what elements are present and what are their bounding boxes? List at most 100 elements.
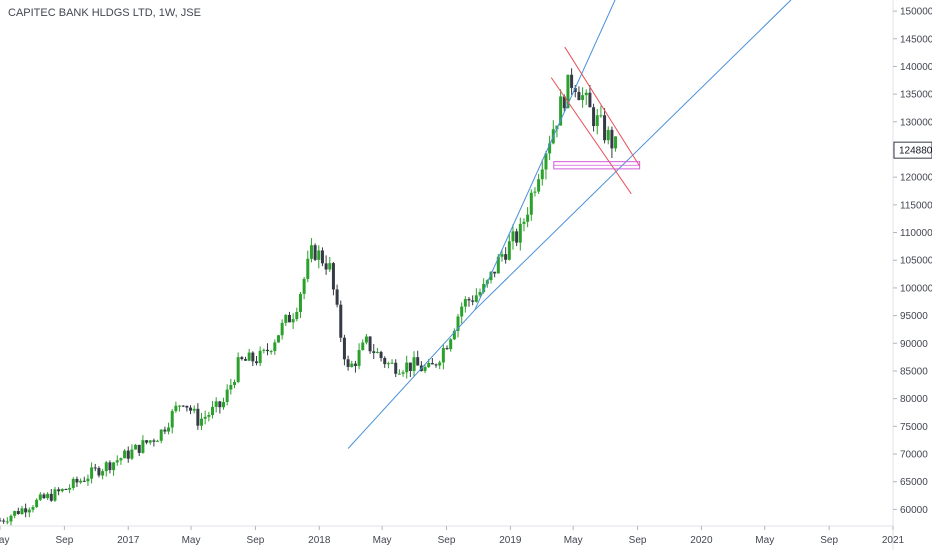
candle (97, 466, 101, 478)
candle-body (93, 467, 97, 469)
time-tick-label: May (373, 535, 392, 546)
candle (452, 328, 456, 341)
candle (504, 247, 508, 264)
candle-body (467, 299, 471, 301)
candle (42, 492, 46, 499)
candle-body (287, 314, 291, 323)
candle (247, 348, 251, 361)
candles-layer (0, 68, 618, 526)
price-tick-label: 120000 (900, 173, 932, 184)
candle (548, 135, 552, 161)
candle-body (581, 95, 585, 101)
candle (317, 245, 321, 269)
candle-body (247, 352, 251, 361)
candle-body (394, 362, 398, 374)
candle (353, 360, 357, 373)
candle-body (119, 458, 123, 461)
price-tick-label: 70000 (900, 450, 928, 461)
candle (156, 439, 160, 442)
candle-body (0, 520, 2, 522)
candle-body (346, 359, 350, 367)
price-tag-group: 124880 (893, 141, 932, 159)
candle (225, 384, 229, 406)
candle-body (46, 493, 50, 499)
candle (357, 343, 361, 370)
candle (342, 334, 346, 366)
candle-body (258, 350, 262, 364)
candle-body (167, 427, 171, 432)
candle-body (262, 349, 266, 351)
candle (262, 348, 266, 354)
candle-body (306, 258, 310, 279)
price-tick-label: 100000 (900, 283, 932, 294)
candle-body (276, 335, 280, 343)
candle (64, 488, 68, 491)
candle (287, 311, 291, 323)
candle (68, 484, 72, 494)
candle (445, 345, 449, 350)
candle (441, 344, 445, 370)
time-tick-label: Sep (55, 535, 73, 546)
candle-body (522, 221, 526, 224)
price-tick-label: 135000 (900, 90, 932, 101)
candle-body (544, 153, 548, 170)
candle (423, 364, 427, 374)
candle-body (357, 350, 361, 366)
candle-body (218, 401, 222, 408)
candle-body (236, 357, 240, 383)
candle-body (134, 444, 138, 450)
candle (174, 401, 178, 413)
candle-body (331, 263, 335, 290)
candle-body (478, 292, 482, 296)
candle-body (211, 406, 215, 415)
candle (412, 351, 416, 377)
candle (291, 313, 295, 330)
candle (471, 295, 475, 306)
candle-body (196, 408, 200, 426)
candle (240, 355, 244, 361)
candle-body (471, 300, 475, 302)
price-tick-label: 85000 (900, 366, 928, 377)
candle (302, 276, 306, 300)
candle (295, 307, 299, 322)
candle-body (566, 74, 570, 109)
candle (31, 504, 35, 513)
candle (134, 443, 138, 450)
candle-body (82, 480, 86, 482)
candle (236, 352, 240, 384)
candle (0, 517, 2, 522)
candle-body (9, 515, 13, 522)
candle (324, 255, 328, 275)
candle-body (207, 414, 211, 417)
candle-body (298, 293, 302, 312)
channel-line (564, 46, 641, 167)
candle-body (452, 330, 456, 340)
candle (49, 489, 53, 502)
candle (130, 444, 134, 461)
candle (588, 84, 592, 108)
candle (339, 300, 343, 343)
candle-body (460, 306, 464, 317)
candle (390, 359, 394, 364)
candle (518, 217, 522, 251)
price-tag-label: 124880 (899, 146, 932, 157)
candle (137, 444, 141, 457)
candle-body (515, 231, 519, 243)
candle-body (269, 351, 273, 353)
candle-body (97, 468, 101, 476)
candle-body (540, 169, 544, 180)
candle-body (214, 401, 218, 407)
candle (79, 478, 83, 484)
price-tick-label: 80000 (900, 394, 928, 405)
candle (309, 238, 313, 263)
candle (581, 87, 585, 108)
time-tick-label: 2020 (690, 535, 713, 546)
candle (170, 408, 174, 434)
candle (159, 429, 163, 444)
candle-body (562, 96, 566, 109)
candle (493, 271, 497, 278)
candle (16, 507, 20, 515)
candle (123, 449, 127, 459)
